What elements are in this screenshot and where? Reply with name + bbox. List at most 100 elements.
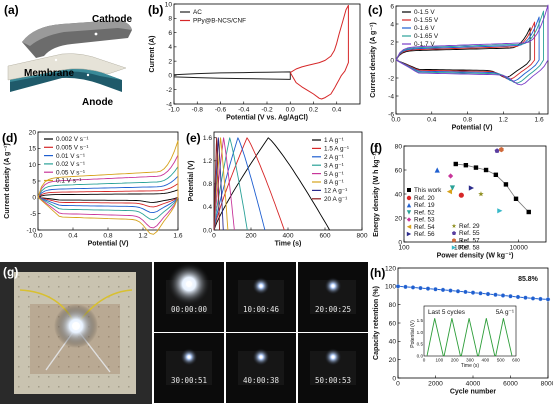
breadboard-hole [58,276,60,278]
timer-readout: 50:00:53 [315,376,351,385]
inset-y-label: Potential (V) [410,320,416,348]
y-tick-label: -10 [26,227,36,234]
x-tick-label: 10000 [509,245,528,252]
cathode-top [22,20,132,46]
breadboard-hole [128,316,130,318]
legend-label: 0-1.7 V [414,41,435,48]
y-tick-label: 6 [168,30,172,37]
legend-label: 5 A g⁻¹ [324,171,344,178]
this-work-point [513,196,519,201]
legend-label: AC [193,9,202,16]
chart-c: (c) 0.0 0.4 0.8 1.2 1.6 -6 -4 -2 0 2 4 6 Potential (… [368,3,549,132]
panel-label-b: (b) [148,3,163,17]
breadboard-hole [108,276,110,278]
y-tick-label: -2 [166,87,172,94]
breadboard-hole [98,346,100,348]
breadboard-hole [98,276,100,278]
breadboard-hole [88,346,90,348]
panel-label-f: (f) [370,141,382,155]
series-line [213,137,235,231]
y-tick-label: 4 [390,21,394,28]
breadboard-hole [68,276,70,278]
y-tick-label: 0 [32,195,36,202]
breadboard-hole [28,276,30,278]
breadboard-hole [108,306,110,308]
y-tick-label: 5 [32,178,36,185]
y-tick-label: 80 [395,143,403,150]
breadboard-hole [38,336,40,338]
panel-label-e: (e) [186,131,201,145]
breadboard-hole [128,376,130,378]
breadboard-hole [18,326,20,328]
breadboard-hole [118,336,120,338]
breadboard-hole [28,296,30,298]
breadboard-hole [88,376,90,378]
legend-label: Ref. 54 [414,224,435,231]
ref-point [497,208,503,214]
breadboard-hole [38,356,40,358]
anode-label: Anode [82,97,114,108]
retention-point [463,289,468,295]
breadboard-hole [78,276,80,278]
retention-point [523,295,528,300]
ref-point [451,223,457,228]
x-tick-label: 200 [245,233,256,240]
breadboard-hole [58,286,60,288]
breadboard-hole [128,346,130,348]
x-tick-label: 4000 [466,381,481,388]
series-line [173,71,291,80]
breadboard-hole [68,386,70,388]
breadboard-hole [58,366,60,368]
breadboard-hole [98,296,100,298]
inset-rate: 5A g⁻¹ [496,309,514,316]
breadboard-hole [98,366,100,368]
y-tick-label: -4 [388,93,394,100]
y-tick-label: 6 [390,3,394,10]
breadboard-hole [18,386,20,388]
breadboard-hole [108,386,110,388]
led-icon [187,355,191,359]
breadboard-hole [118,316,120,318]
y-tick-label: -4 [166,101,172,108]
membrane-label: Membrane [24,68,74,79]
breadboard-hole [88,356,90,358]
breadboard-hole [38,376,40,378]
panel-a: (a) Cathode Membrane Anode [0,0,140,128]
x-tick-label: 0.0 [391,117,400,124]
panel-b: (b) -1.0 -0.8 -0.6 -0.4 -0.2 0.0 0.2 0.4 -4 -2 0 2 4… [146,0,364,130]
series-line [395,27,531,78]
series-line [289,4,349,100]
x-axis-label: Power density (W kg⁻¹) [437,253,514,260]
x-tick-label: 0.0 [33,233,42,240]
breadboard-hole [118,306,120,308]
breadboard-hole [118,346,120,348]
x-tick-label: 400 [282,233,293,240]
retention-point [433,287,438,292]
breadboard-hole [38,346,40,348]
breadboard-hole [68,356,70,358]
legend-label: 0-1.6 V [414,25,435,32]
breadboard-hole [128,296,130,298]
x-tick-label: -1.0 [168,107,180,114]
breadboard-hole [98,306,100,308]
x-tick-label: 1.6 [534,117,543,124]
x-tick-label: 0.4 [427,117,436,124]
this-work-point [493,172,499,177]
timer-readout: 00:00:00 [171,305,208,314]
breadboard-hole [58,296,60,298]
retention-point [455,289,461,294]
photo-panel: (g) 00:00:00 10:00:46 20:00:25 30:00:51 40:0… [0,262,368,404]
ref-point [406,231,412,237]
x-tick-label: 0.0 [286,107,295,114]
y-tick-label: 4 [168,44,172,51]
breadboard-hole [128,366,130,368]
legend-label: 0-1.65 V [414,33,439,40]
legend-label: 0.002 V s⁻¹ [56,136,89,143]
cell-schematic: (a) Cathode Membrane Anode [4,3,132,108]
timer-readout: 10:00:46 [243,305,280,314]
legend-label: Ref. 20 [414,195,435,202]
retention-point [470,290,476,295]
breadboard-hole [48,276,50,278]
y-tick-label: 80 [389,302,397,309]
electrode-particle [54,58,58,62]
